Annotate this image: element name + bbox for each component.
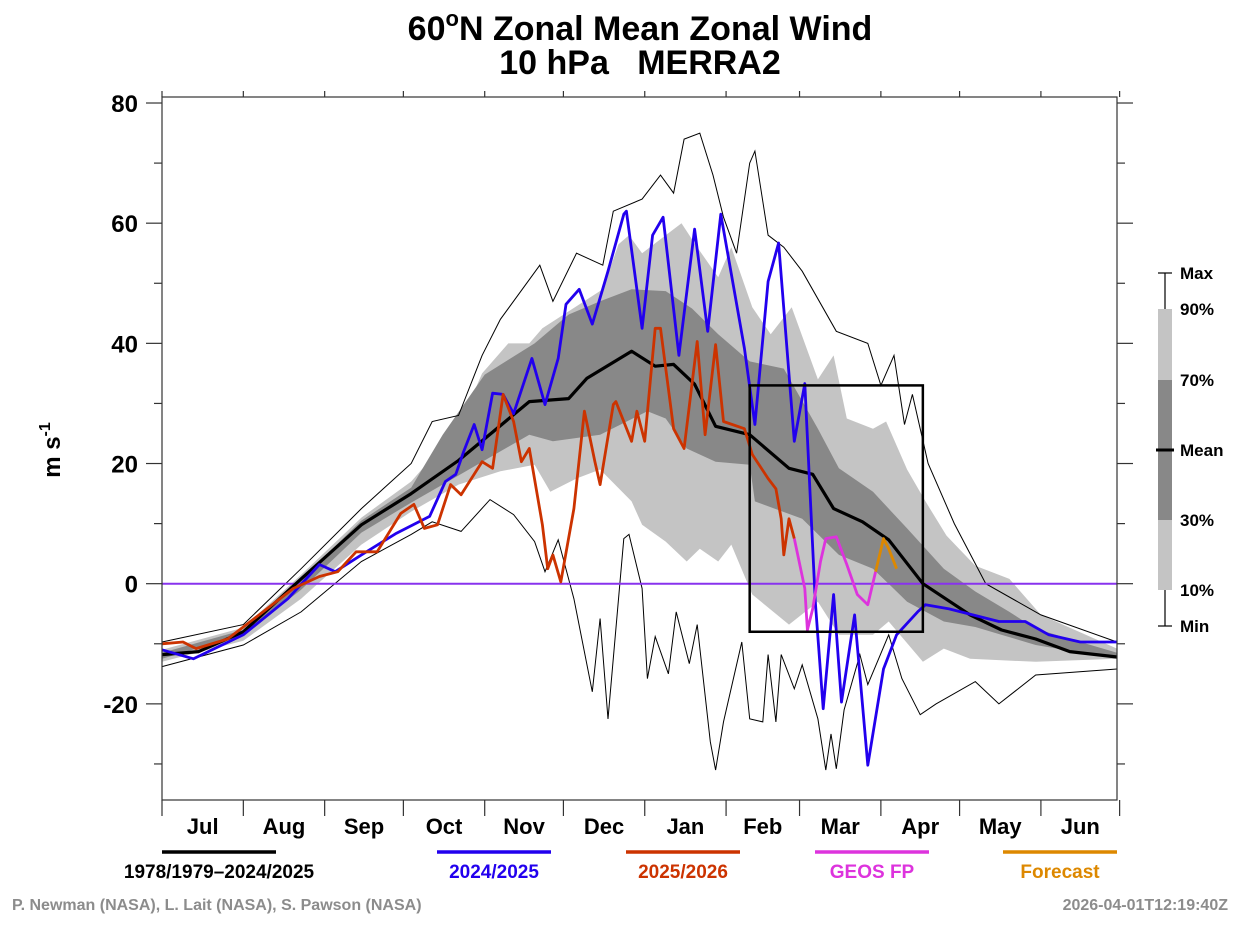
percentile-key: Max 90% 70% Mean 30% 10% Min <box>1156 264 1223 636</box>
credits-authors: P. Newman (NASA), L. Lait (NASA), S. Paw… <box>12 897 422 914</box>
x-tick-label: Oct <box>426 814 463 839</box>
x-tick-label: Apr <box>901 814 939 839</box>
key-label: Min <box>1180 617 1209 636</box>
legend-label: 2025/2026 <box>638 862 728 883</box>
series-legend: 1978/1979–2024/2025 2024/2025 2025/2026 GEO… <box>124 850 1117 883</box>
max-line <box>161 132 1118 643</box>
x-tick-label: Sep <box>344 814 384 839</box>
percentile-bands <box>162 223 1117 662</box>
x-tick-label: Aug <box>263 814 306 839</box>
legend-label: GEOS FP <box>830 862 915 883</box>
x-tick-label: Nov <box>503 814 545 839</box>
series-line-y2025 <box>161 326 796 650</box>
plot-frame <box>161 96 1118 801</box>
x-tick-label: Dec <box>584 814 624 839</box>
y-tick-label: 80 <box>111 91 138 118</box>
key-label: 70% <box>1180 371 1214 390</box>
series-line-geos <box>792 535 877 632</box>
legend-label: 2024/2025 <box>449 862 539 883</box>
legend-label: 1978/1979–2024/2025 <box>124 862 315 883</box>
chart-subtitle: 10 hPa MERRA2 <box>499 44 781 82</box>
axes: 80 60 40 20 0 -20 Jul Aug Sep Oct Nov Dec Jan Feb Mar A… <box>103 91 1133 839</box>
series-line-y2024 <box>161 209 1117 767</box>
chart-title: 60oN Zonal Mean Zonal Wind <box>408 6 873 48</box>
highlight-box <box>748 384 925 634</box>
key-label: Max <box>1180 264 1214 283</box>
mean-line <box>161 349 1118 659</box>
y-tick-label: 60 <box>111 211 138 238</box>
x-tick-label: Mar <box>821 814 861 839</box>
key-label: 90% <box>1180 300 1214 319</box>
y-tick-label: 40 <box>111 331 138 358</box>
x-tick-label: Jan <box>666 814 704 839</box>
series-line-forecast <box>874 537 898 573</box>
credits-timestamp: 2026-04-01T12:19:40Z <box>1063 897 1229 914</box>
x-tick-label: Jun <box>1061 814 1100 839</box>
legend-label: Forecast <box>1020 862 1100 883</box>
key-label: Mean <box>1180 441 1223 460</box>
key-label: 30% <box>1180 511 1214 530</box>
y-tick-label: -20 <box>103 692 138 719</box>
min-line <box>161 498 1118 771</box>
x-tick-label: May <box>979 814 1023 839</box>
x-tick-label: Feb <box>743 814 782 839</box>
x-tick-label: Jul <box>187 814 219 839</box>
y-tick-label: 20 <box>111 452 138 479</box>
y-tick-label: 0 <box>125 572 138 599</box>
series-lines <box>161 132 1118 771</box>
key-label: 10% <box>1180 581 1214 600</box>
y-axis-label: m s-1 <box>37 422 66 478</box>
